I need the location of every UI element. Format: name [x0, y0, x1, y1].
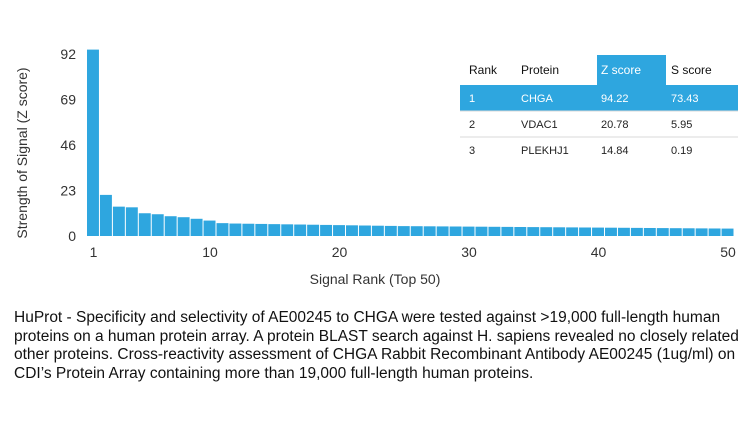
bar-rank-43 [630, 227, 643, 236]
bar-rank-11 [216, 223, 229, 236]
bar-rank-28 [436, 226, 449, 236]
y-tick-label: 92 [60, 46, 76, 62]
table-cell: 14.84 [601, 145, 629, 157]
bar-rank-7 [164, 216, 177, 236]
bar-rank-48 [695, 228, 708, 236]
zscore-header-highlight [597, 55, 666, 85]
table-cell: 0.19 [671, 145, 692, 157]
bar-rank-30 [462, 226, 475, 236]
y-tick-label: 46 [60, 137, 76, 153]
table-header-cell: Z score [601, 63, 641, 77]
bar-series [87, 49, 734, 236]
bar-rank-39 [579, 227, 592, 236]
bar-rank-15 [268, 224, 281, 236]
bar-rank-17 [294, 224, 307, 236]
bar-rank-42 [617, 227, 630, 236]
y-tick-label: 23 [60, 183, 76, 199]
bar-rank-1 [87, 49, 99, 236]
bar-rank-31 [475, 226, 488, 236]
x-axis-ticks: 1 10 20 30 40 50 [90, 244, 736, 260]
table-cell: 5.95 [671, 119, 692, 131]
x-tick-label: 30 [461, 244, 477, 260]
y-axis-ticks: 0 23 46 69 92 [60, 46, 76, 244]
bar-rank-16 [281, 224, 294, 236]
bar-rank-12 [229, 223, 242, 236]
y-tick-label: 0 [68, 228, 76, 244]
table-cell: 20.78 [601, 119, 629, 131]
bar-rank-35 [527, 227, 540, 236]
bar-rank-45 [656, 228, 669, 236]
table-cell: PLEKHJ1 [521, 145, 569, 157]
bar-rank-23 [371, 225, 384, 236]
bar-rank-8 [177, 217, 190, 236]
bar-rank-20 [333, 225, 345, 236]
x-axis-title: Signal Rank (Top 50) [310, 271, 441, 287]
bar-rank-41 [605, 227, 617, 236]
bar-rank-44 [643, 227, 656, 236]
x-tick-label: 40 [591, 244, 607, 260]
bar-rank-27 [423, 226, 436, 236]
bar-rank-19 [320, 224, 333, 236]
bar-rank-21 [346, 225, 358, 236]
bar-rank-36 [540, 227, 553, 236]
bar-rank-29 [449, 226, 462, 236]
bar-rank-26 [410, 226, 423, 236]
y-tick-label: 69 [60, 92, 76, 108]
bar-rank-4 [125, 207, 138, 236]
bar-rank-33 [501, 226, 514, 236]
figure-caption: HuProt - Specificity and selectivity of … [14, 309, 739, 382]
bar-rank-37 [553, 227, 566, 236]
bar-rank-47 [682, 228, 695, 236]
bar-rank-40 [592, 227, 604, 236]
bar-rank-13 [242, 223, 255, 236]
bar-rank-34 [514, 226, 527, 236]
x-tick-label: 10 [202, 244, 218, 260]
table-header-cell: S score [671, 63, 712, 77]
bar-rank-32 [488, 226, 501, 236]
y-axis-title: Strength of Signal (Z score) [14, 67, 30, 238]
bar-rank-38 [566, 227, 579, 236]
bar-rank-50 [721, 228, 734, 236]
table-cell: 1 [469, 93, 475, 105]
bar-rank-25 [397, 226, 410, 236]
bar-rank-49 [708, 228, 721, 236]
x-tick-label: 50 [720, 244, 736, 260]
bar-rank-22 [358, 225, 371, 236]
table-header-cell: Protein [521, 63, 559, 77]
x-tick-label: 20 [332, 244, 348, 260]
bar-rank-6 [151, 214, 164, 236]
table-cell: VDAC1 [521, 119, 558, 131]
bar-rank-3 [112, 206, 125, 236]
table-cell: 3 [469, 145, 475, 157]
table-cell: 94.22 [601, 93, 629, 105]
bar-rank-46 [669, 228, 682, 236]
table-row-highlight [460, 85, 738, 111]
bar-rank-2 [99, 194, 112, 236]
table-header-cell: Rank [469, 63, 498, 77]
table-cell: 73.43 [671, 93, 699, 105]
bar-rank-10 [203, 220, 216, 236]
bar-rank-14 [255, 223, 268, 236]
x-tick-label: 1 [90, 244, 98, 260]
bar-rank-9 [190, 218, 203, 236]
table-cell: 2 [469, 119, 475, 131]
bar-rank-24 [384, 225, 397, 236]
bar-rank-5 [138, 213, 151, 236]
bar-rank-18 [307, 224, 320, 236]
table-cell: CHGA [521, 93, 553, 105]
top-hits-table: Rank Protein Z score S score 1 CHGA 94.22 73.43… [460, 55, 738, 163]
